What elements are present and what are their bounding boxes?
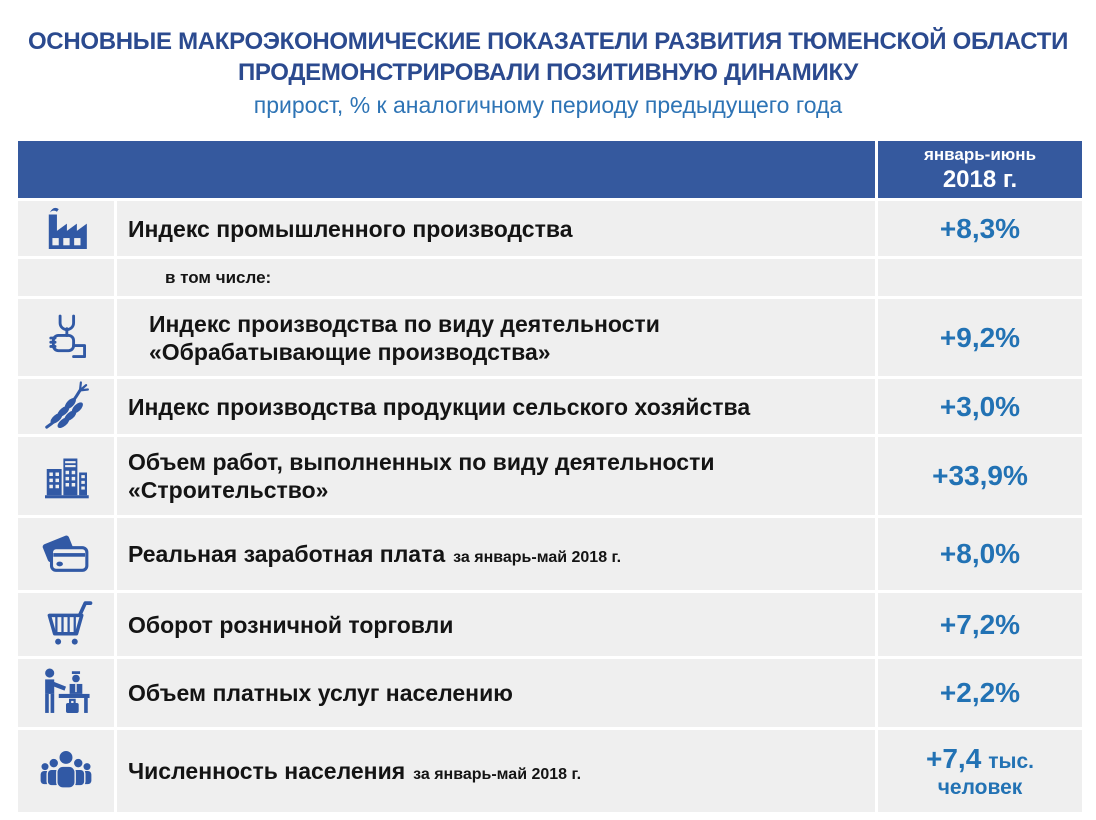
value-unit: тыс.: [988, 750, 1034, 774]
indicator-label: Объем работ, выполненных по виду деятель…: [128, 449, 715, 504]
period-column-header: январь-июнь 2018 г.: [878, 141, 1082, 199]
indicator-value: +8,0%: [878, 518, 1082, 591]
row-icon-cell: [18, 659, 114, 728]
indicator-value: +2,2%: [878, 659, 1082, 728]
indicator-label-cell: Объем работ, выполненных по виду деятель…: [117, 437, 875, 516]
title-line-1: ОСНОВНЫЕ МАКРОЭКОНОМИЧЕСКИЕ ПОКАЗАТЕЛИ Р…: [27, 28, 1069, 55]
row-icon-cell: [18, 201, 114, 257]
wrench-hand-icon: [49, 314, 86, 358]
indicator-value: +9,2%: [878, 299, 1082, 377]
indicator-value: +7,2%: [878, 593, 1082, 657]
row-icon-cell: [18, 437, 114, 516]
service-counter-icon: [45, 668, 90, 714]
indicator-label: Индекс производства по виду деятельности…: [149, 310, 660, 365]
indicator-label-cell: Численность населения за январь-май 2018 …: [117, 730, 875, 813]
people-icon: [40, 749, 92, 790]
indicator-label-cell: Индекс промышленного производства: [117, 201, 875, 257]
subheader-label: в том числе:: [165, 267, 272, 287]
indicator-note: за январь-май 2018 г.: [413, 766, 582, 784]
period-line-2: 2018 г.: [942, 165, 1018, 193]
value-line-2: человек: [937, 775, 1023, 799]
buildings-icon: [45, 458, 89, 499]
slide: ОСНОВНЫЕ МАКРОЭКОНОМИЧЕСКИЕ ПОКАЗАТЕЛИ Р…: [0, 26, 1096, 813]
factory-icon: [48, 207, 87, 249]
period-line-1: январь-июнь: [923, 145, 1037, 165]
page-subtitle: прирост, % к аналогичному периоду предыд…: [253, 92, 843, 119]
indicators-table: январь-июнь 2018 г. Индекс промышленного…: [18, 141, 1082, 813]
page-title: ОСНОВНЫЕ МАКРОЭКОНОМИЧЕСКИЕ ПОКАЗАТЕЛИ Р…: [0, 26, 1096, 88]
shopping-cart-icon: [47, 601, 93, 645]
indicator-label: Индекс промышленного производства: [128, 215, 573, 242]
table-header-bar: [18, 141, 875, 199]
indicator-label-cell: Объем платных услуг населению: [117, 659, 875, 728]
row-icon-cell: [18, 379, 114, 435]
subheader-label-cell: в том числе:: [117, 259, 875, 297]
value-number: +7,4: [925, 743, 982, 775]
row-icon-cell: [18, 259, 114, 297]
indicator-label-cell: Индекс производства продукции сельского …: [117, 379, 875, 435]
row-icon-cell: [18, 299, 114, 377]
indicator-value: +33,9%: [878, 437, 1082, 516]
value-line-1: +7,4 тыс.: [926, 742, 1034, 775]
credit-card-icon: [42, 535, 89, 573]
indicator-label-cell: Индекс производства по виду деятельности…: [117, 299, 875, 377]
wheat-icon: [45, 381, 89, 429]
indicator-label-cell: Реальная заработная плата за январь-май 2…: [117, 518, 875, 591]
indicator-value: +7,4 тыс. человек: [878, 730, 1082, 813]
indicator-note: за январь-май 2018 г.: [453, 549, 622, 567]
indicator-value: [878, 259, 1082, 297]
indicator-label: Оборот розничной торговли: [128, 611, 454, 638]
indicator-label-cell: Оборот розничной торговли: [117, 593, 875, 657]
row-icon-cell: [18, 593, 114, 657]
title-line-2: ПРОДЕМОНСТРИРОВАЛИ ПОЗИТИВНУЮ ДИНАМИКУ: [237, 59, 859, 87]
row-icon-cell: [18, 518, 114, 591]
indicator-label: Численность населения: [128, 758, 406, 785]
indicator-value: +3,0%: [878, 379, 1082, 435]
indicator-label: Объем платных услуг населению: [128, 680, 513, 707]
indicator-label: Индекс производства продукции сельского …: [128, 393, 751, 420]
indicator-value: +8,3%: [878, 201, 1082, 257]
indicator-label: Реальная заработная плата: [128, 541, 446, 568]
row-icon-cell: [18, 730, 114, 813]
